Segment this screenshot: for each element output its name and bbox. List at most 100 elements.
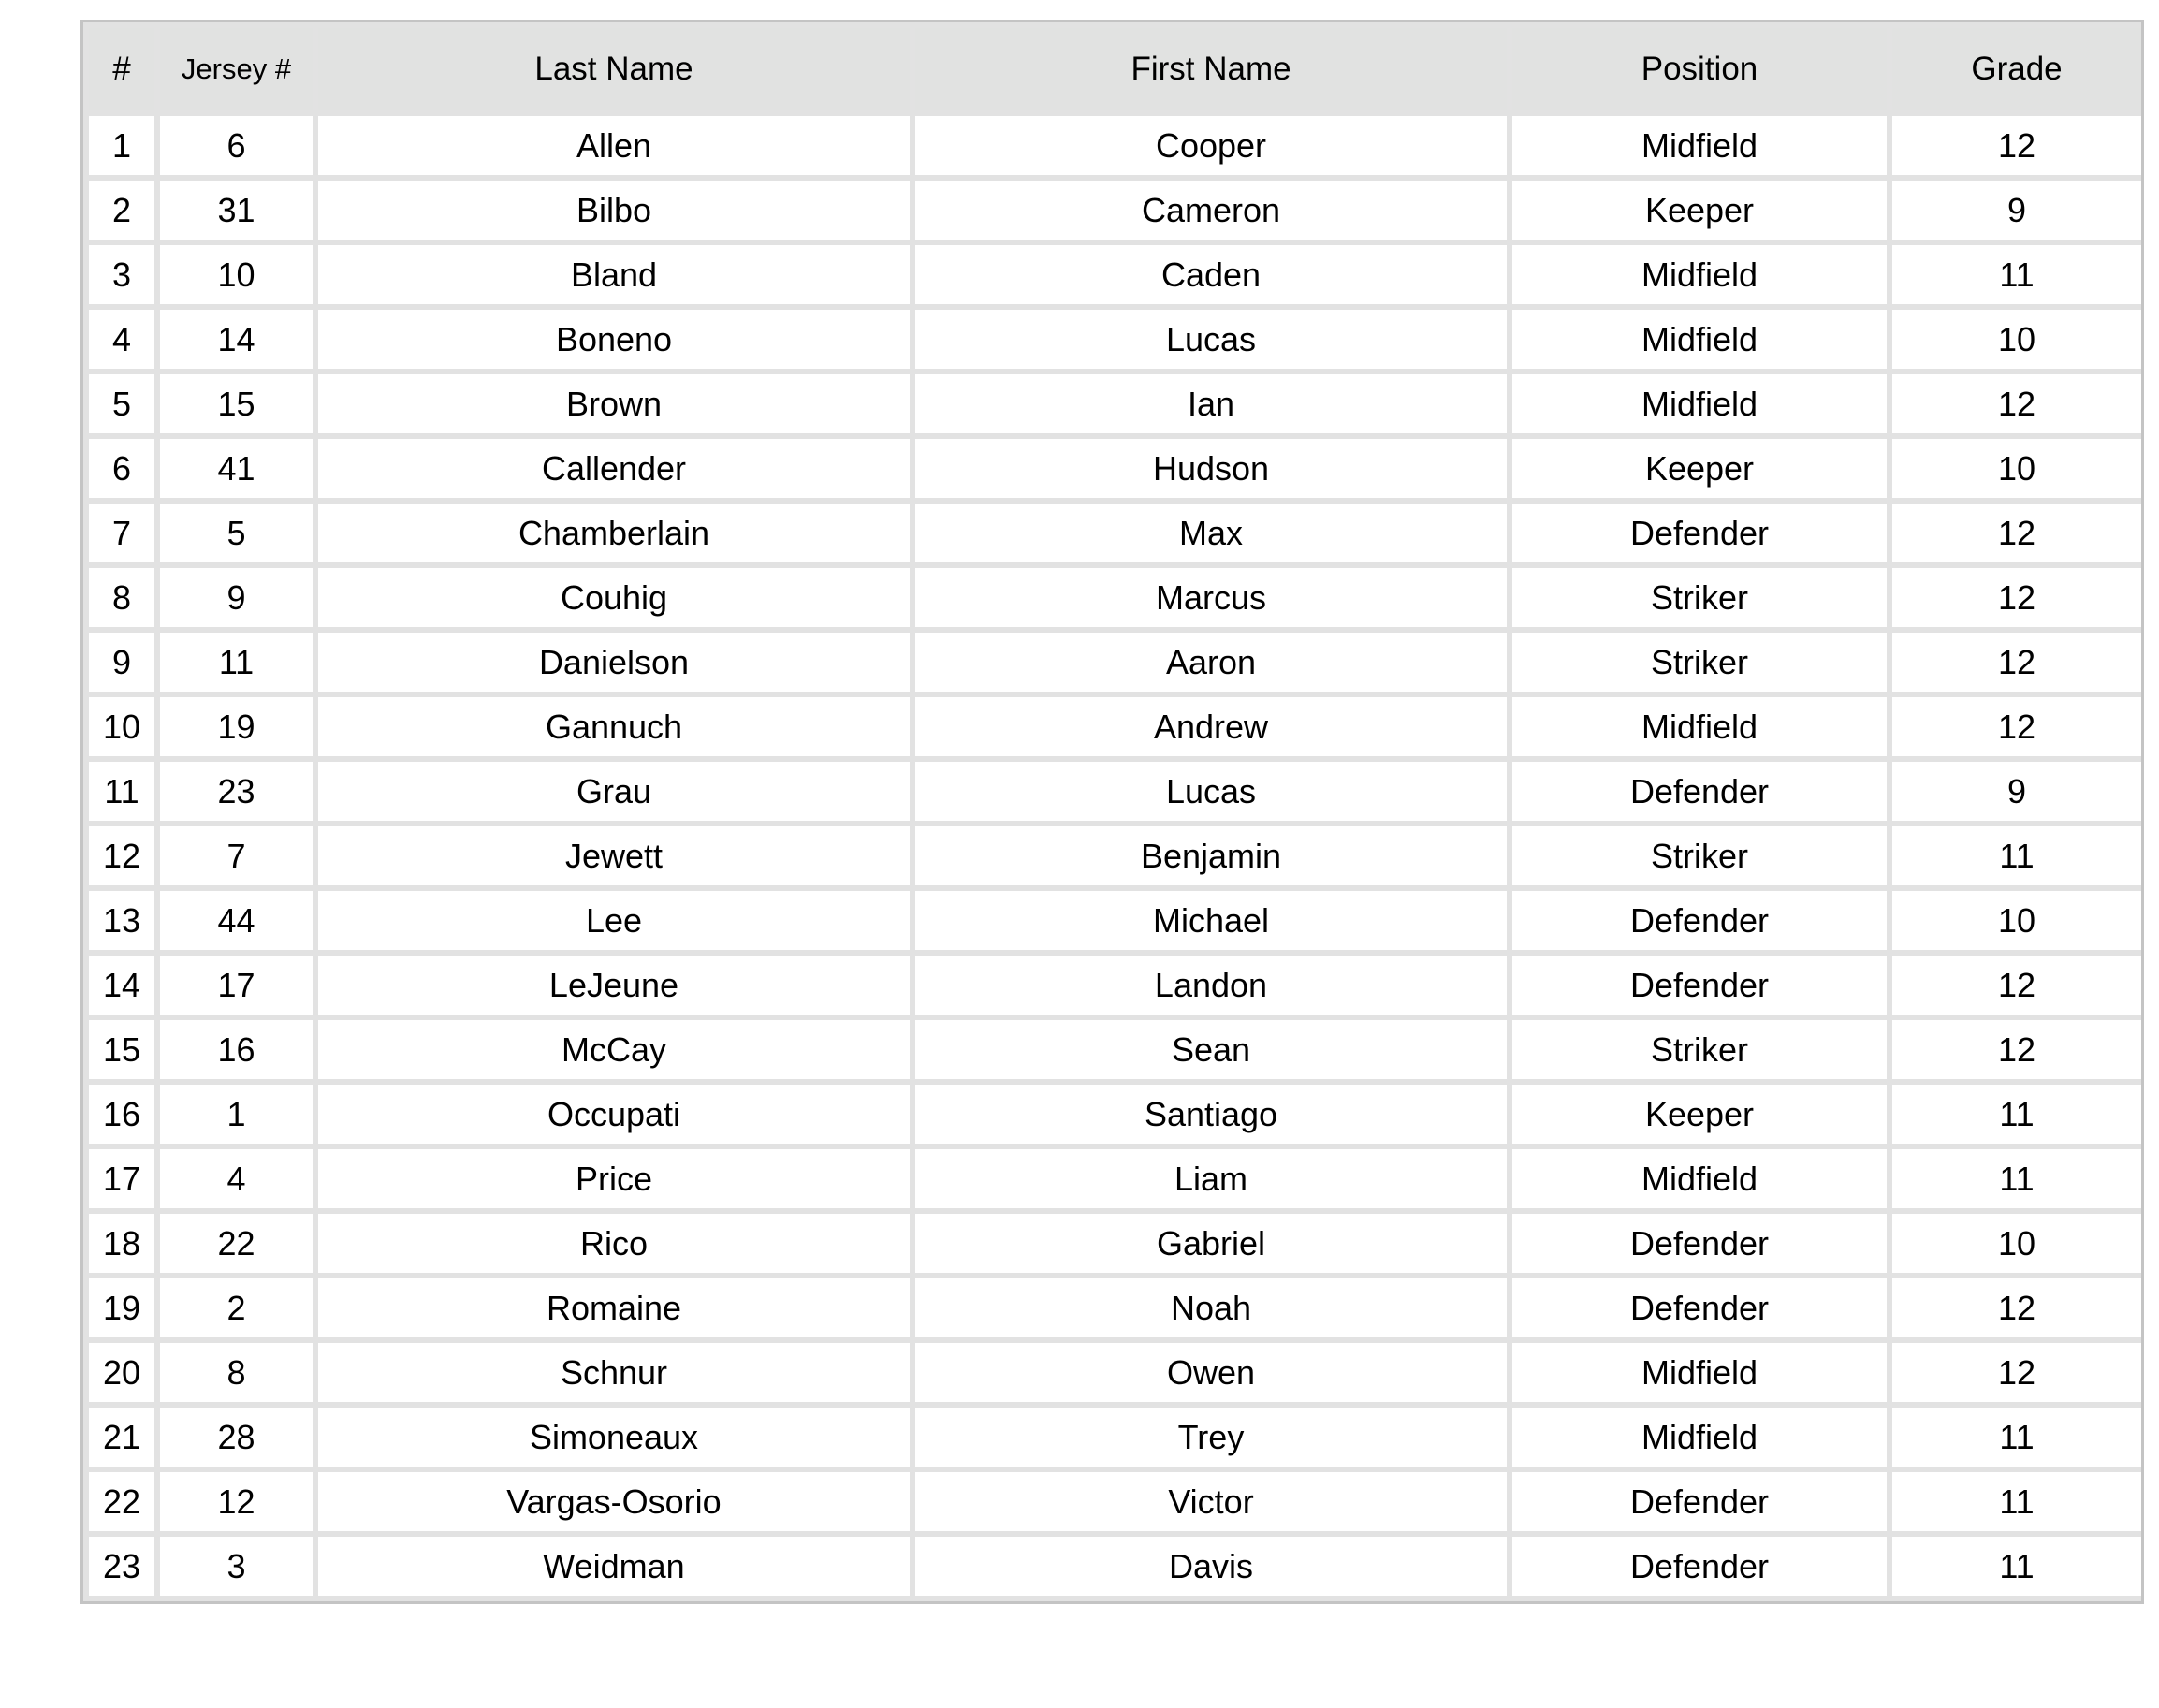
cell-jersey: 16 xyxy=(160,1020,313,1079)
cell-jersey: 1 xyxy=(160,1085,313,1144)
cell-jersey: 17 xyxy=(160,956,313,1015)
cell-index: 13 xyxy=(89,891,154,950)
cell-first-name: Victor xyxy=(915,1472,1507,1531)
table-row: 17 4 Price Liam Midfield 11 xyxy=(89,1149,2141,1208)
cell-index: 10 xyxy=(89,697,154,756)
cell-position: Defender xyxy=(1512,891,1887,950)
cell-index: 17 xyxy=(89,1149,154,1208)
roster-table: # Jersey # Last Name First Name Position… xyxy=(83,22,2147,1601)
table-row: 13 44 Lee Michael Defender 10 xyxy=(89,891,2141,950)
cell-jersey: 4 xyxy=(160,1149,313,1208)
table-row: 12 7 Jewett Benjamin Striker 11 xyxy=(89,826,2141,885)
cell-index: 11 xyxy=(89,762,154,821)
cell-position: Striker xyxy=(1512,826,1887,885)
cell-index: 19 xyxy=(89,1278,154,1337)
cell-jersey: 14 xyxy=(160,310,313,369)
cell-index: 14 xyxy=(89,956,154,1015)
cell-position: Midfield xyxy=(1512,1149,1887,1208)
cell-index: 2 xyxy=(89,181,154,240)
cell-position: Defender xyxy=(1512,504,1887,562)
cell-first-name: Lucas xyxy=(915,310,1507,369)
cell-last-name: Rico xyxy=(318,1214,910,1273)
cell-first-name: Gabriel xyxy=(915,1214,1507,1273)
table-row: 1 6 Allen Cooper Midfield 12 xyxy=(89,116,2141,175)
cell-jersey: 15 xyxy=(160,374,313,433)
cell-position: Midfield xyxy=(1512,374,1887,433)
cell-grade: 11 xyxy=(1892,1408,2141,1467)
table-row: 15 16 McCay Sean Striker 12 xyxy=(89,1020,2141,1079)
cell-index: 9 xyxy=(89,633,154,692)
cell-first-name: Cameron xyxy=(915,181,1507,240)
cell-jersey: 23 xyxy=(160,762,313,821)
cell-last-name: Price xyxy=(318,1149,910,1208)
cell-index: 4 xyxy=(89,310,154,369)
table-row: 10 19 Gannuch Andrew Midfield 12 xyxy=(89,697,2141,756)
cell-last-name: Callender xyxy=(318,439,910,498)
cell-index: 15 xyxy=(89,1020,154,1079)
cell-position: Midfield xyxy=(1512,697,1887,756)
cell-first-name: Michael xyxy=(915,891,1507,950)
cell-last-name: Bland xyxy=(318,245,910,304)
header-index: # xyxy=(89,28,154,110)
cell-position: Defender xyxy=(1512,1214,1887,1273)
cell-jersey: 28 xyxy=(160,1408,313,1467)
table-row: 22 12 Vargas-Osorio Victor Defender 11 xyxy=(89,1472,2141,1531)
cell-grade: 12 xyxy=(1892,116,2141,175)
cell-last-name: Simoneaux xyxy=(318,1408,910,1467)
cell-grade: 9 xyxy=(1892,181,2141,240)
cell-grade: 11 xyxy=(1892,1085,2141,1144)
cell-jersey: 7 xyxy=(160,826,313,885)
cell-grade: 10 xyxy=(1892,439,2141,498)
cell-last-name: Weidman xyxy=(318,1537,910,1596)
cell-position: Midfield xyxy=(1512,116,1887,175)
cell-grade: 11 xyxy=(1892,1149,2141,1208)
cell-position: Striker xyxy=(1512,1020,1887,1079)
cell-first-name: Aaron xyxy=(915,633,1507,692)
cell-last-name: Schnur xyxy=(318,1343,910,1402)
cell-first-name: Caden xyxy=(915,245,1507,304)
cell-jersey: 31 xyxy=(160,181,313,240)
header-jersey: Jersey # xyxy=(160,28,313,110)
cell-grade: 12 xyxy=(1892,1343,2141,1402)
cell-index: 6 xyxy=(89,439,154,498)
cell-first-name: Noah xyxy=(915,1278,1507,1337)
cell-last-name: Couhig xyxy=(318,568,910,627)
cell-position: Keeper xyxy=(1512,181,1887,240)
cell-last-name: Vargas-Osorio xyxy=(318,1472,910,1531)
table-row: 14 17 LeJeune Landon Defender 12 xyxy=(89,956,2141,1015)
cell-jersey: 22 xyxy=(160,1214,313,1273)
cell-last-name: Lee xyxy=(318,891,910,950)
cell-first-name: Hudson xyxy=(915,439,1507,498)
cell-first-name: Davis xyxy=(915,1537,1507,1596)
cell-index: 16 xyxy=(89,1085,154,1144)
cell-grade: 9 xyxy=(1892,762,2141,821)
cell-index: 8 xyxy=(89,568,154,627)
cell-last-name: Boneno xyxy=(318,310,910,369)
cell-jersey: 5 xyxy=(160,504,313,562)
cell-index: 21 xyxy=(89,1408,154,1467)
table-row: 7 5 Chamberlain Max Defender 12 xyxy=(89,504,2141,562)
cell-grade: 12 xyxy=(1892,633,2141,692)
cell-first-name: Ian xyxy=(915,374,1507,433)
header-row: # Jersey # Last Name First Name Position… xyxy=(89,28,2141,110)
cell-last-name: Brown xyxy=(318,374,910,433)
cell-grade: 10 xyxy=(1892,891,2141,950)
cell-first-name: Santiago xyxy=(915,1085,1507,1144)
cell-grade: 12 xyxy=(1892,374,2141,433)
cell-position: Striker xyxy=(1512,633,1887,692)
cell-position: Midfield xyxy=(1512,245,1887,304)
cell-grade: 11 xyxy=(1892,245,2141,304)
cell-position: Midfield xyxy=(1512,310,1887,369)
table-row: 4 14 Boneno Lucas Midfield 10 xyxy=(89,310,2141,369)
cell-last-name: Chamberlain xyxy=(318,504,910,562)
cell-last-name: LeJeune xyxy=(318,956,910,1015)
cell-grade: 10 xyxy=(1892,1214,2141,1273)
table-row: 11 23 Grau Lucas Defender 9 xyxy=(89,762,2141,821)
cell-last-name: Occupati xyxy=(318,1085,910,1144)
cell-grade: 12 xyxy=(1892,504,2141,562)
cell-first-name: Cooper xyxy=(915,116,1507,175)
table-row: 18 22 Rico Gabriel Defender 10 xyxy=(89,1214,2141,1273)
table-row: 2 31 Bilbo Cameron Keeper 9 xyxy=(89,181,2141,240)
cell-index: 20 xyxy=(89,1343,154,1402)
cell-index: 5 xyxy=(89,374,154,433)
